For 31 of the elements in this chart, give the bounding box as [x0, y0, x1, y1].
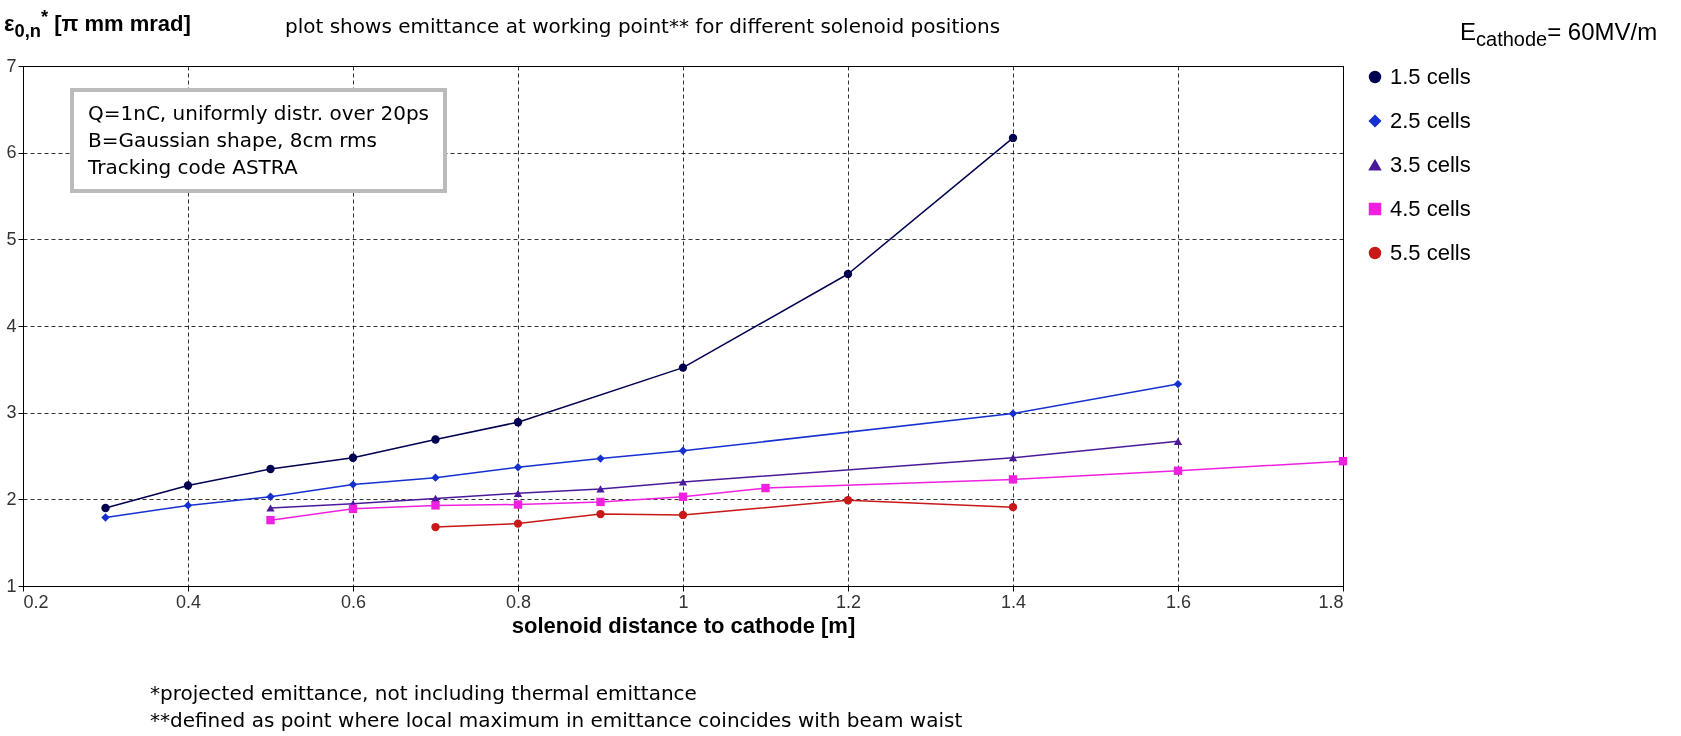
legend-label: 1.5 cells — [1390, 64, 1471, 89]
x-axis-title: solenoid distance to cathode [m] — [511, 612, 856, 638]
y-tick-label: 1 — [6, 575, 17, 596]
annotation: Q=1nC, uniformly distr. over 20ps — [88, 100, 430, 127]
y-axis-title: ε$_{0,n}$$^{*}$ [π mm mrad] — [4, 6, 191, 42]
legend-label: 4.5 cells — [1390, 196, 1471, 221]
annotation: B=Gaussian shape, 8cm rms — [88, 127, 378, 154]
x-tick-label: 1 — [678, 591, 689, 612]
y-tick-label: 3 — [6, 402, 17, 423]
x-tick-label: 0.8 — [505, 591, 532, 612]
y-tick-label: 4 — [6, 315, 17, 336]
y-tick-label: 7 — [6, 55, 17, 76]
text: E$_{cathode}$= 60MV/m — [1460, 18, 1658, 51]
text: *projected emittance, not including thermal emittance — [150, 680, 698, 707]
x-tick-label: 1.6 — [1165, 591, 1192, 612]
x-tick-label: 1.2 — [835, 591, 862, 612]
text: **defined as point where local maximum in emittance coincides with beam waist — [150, 707, 963, 734]
legend-label: 3.5 cells — [1390, 152, 1471, 177]
chart-title: plot shows emittance at working point** for different solenoid positions — [285, 14, 1001, 38]
x-tick-label: 1.8 — [1318, 591, 1344, 612]
x-tick-label: 0.6 — [340, 591, 367, 612]
x-tick-label: 1.4 — [1000, 591, 1027, 612]
annotation: Tracking code ASTRA — [88, 154, 299, 181]
y-tick-label: 2 — [6, 488, 17, 509]
legend-label: 2.5 cells — [1390, 108, 1471, 133]
note-frame: Q=1nC, uniformly distr. over 20ps B=Gaussian shape, 8cm rms Tracking code ASTRA — [70, 88, 447, 193]
y-tick-label: 5 — [6, 228, 17, 249]
y-tick-label: 6 — [6, 142, 17, 163]
x-tick-label: 0.2 — [23, 591, 49, 612]
x-tick-label: 0.4 — [175, 591, 202, 612]
legend-label: 5.5 cells — [1390, 240, 1471, 265]
